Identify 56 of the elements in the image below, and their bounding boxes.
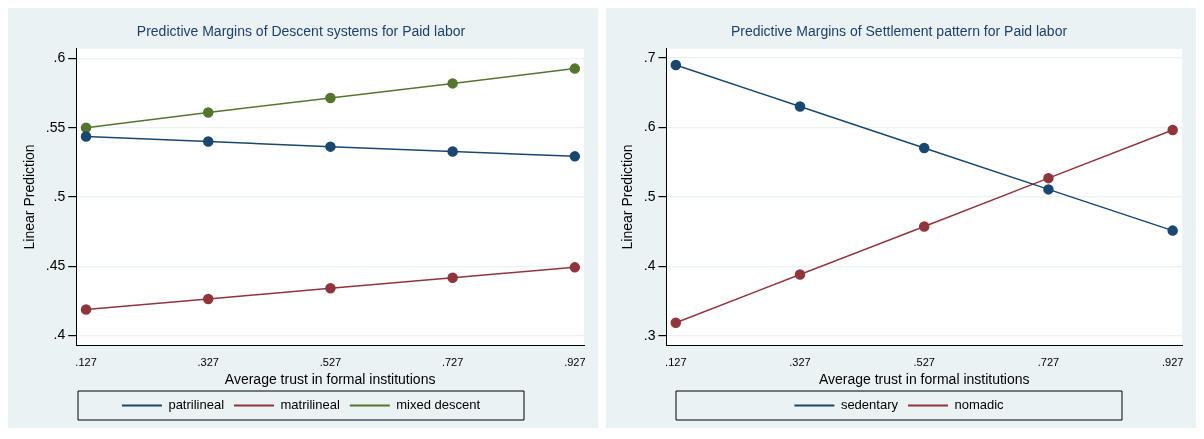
chart-title: Predictive Margins of Settlement pattern for Paid labor bbox=[730, 23, 1068, 40]
point bbox=[918, 221, 930, 232]
point bbox=[1043, 184, 1054, 195]
x-tick-label: .327 bbox=[789, 355, 811, 368]
legend-label: sedentary bbox=[840, 397, 899, 413]
point bbox=[447, 146, 458, 157]
point bbox=[794, 101, 806, 112]
y-axis-title: Linear Prediction bbox=[21, 144, 38, 250]
y-tick-label: .45 bbox=[45, 256, 66, 273]
x-axis-title: Average trust in formal institutions bbox=[818, 371, 1030, 388]
point bbox=[447, 78, 458, 89]
point bbox=[670, 59, 682, 71]
y-tick-label: .55 bbox=[45, 118, 66, 135]
y-tick-label: .4 bbox=[53, 326, 66, 343]
point bbox=[1043, 172, 1054, 184]
x-tick-label: .727 bbox=[441, 355, 464, 368]
point bbox=[918, 142, 930, 154]
point bbox=[569, 151, 581, 162]
y-tick-label: .5 bbox=[643, 187, 656, 204]
y-tick-label: .5 bbox=[53, 187, 66, 204]
y-axis-title: Linear Prediction bbox=[619, 144, 636, 250]
point bbox=[325, 141, 336, 152]
point bbox=[202, 136, 214, 147]
legend-label: mixed descent bbox=[396, 397, 481, 413]
x-tick-label: .727 bbox=[1037, 355, 1060, 368]
point bbox=[569, 63, 581, 74]
x-tick-label: .927 bbox=[1161, 355, 1184, 368]
point bbox=[80, 122, 92, 133]
point bbox=[325, 92, 336, 104]
x-tick-label: .127 bbox=[75, 355, 97, 368]
x-tick-label: .127 bbox=[665, 355, 687, 368]
point bbox=[1167, 225, 1178, 236]
y-tick-label: .4 bbox=[643, 257, 656, 274]
point bbox=[325, 283, 336, 294]
x-tick-label: .527 bbox=[913, 355, 935, 368]
point bbox=[794, 269, 806, 280]
y-tick-label: .6 bbox=[643, 118, 656, 135]
x-tick-label: .927 bbox=[564, 355, 586, 368]
y-tick-label: .7 bbox=[643, 48, 656, 65]
legend-label: matrilineal bbox=[280, 397, 340, 413]
y-tick-label: .3 bbox=[643, 326, 656, 343]
x-tick-label: .527 bbox=[319, 355, 342, 368]
point bbox=[202, 107, 214, 118]
point bbox=[202, 293, 214, 305]
point bbox=[80, 304, 92, 315]
x-tick-label: .327 bbox=[197, 355, 219, 368]
legend-label: patrilineal bbox=[168, 397, 225, 413]
point bbox=[447, 272, 458, 283]
point bbox=[670, 317, 682, 329]
point bbox=[80, 131, 92, 142]
point bbox=[569, 262, 581, 273]
chart-title: Predictive Margins of Descent systems for Paid labor bbox=[136, 23, 466, 40]
x-axis-title: Average trust in formal institutions bbox=[224, 371, 436, 388]
y-tick-label: .6 bbox=[53, 49, 66, 66]
point bbox=[1167, 124, 1178, 136]
legend-label: nomadic bbox=[954, 397, 1005, 413]
